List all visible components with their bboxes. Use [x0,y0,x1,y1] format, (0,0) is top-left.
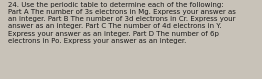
Text: 24. Use the periodic table to determine each of the following:
Part A The number: 24. Use the periodic table to determine … [8,2,236,44]
